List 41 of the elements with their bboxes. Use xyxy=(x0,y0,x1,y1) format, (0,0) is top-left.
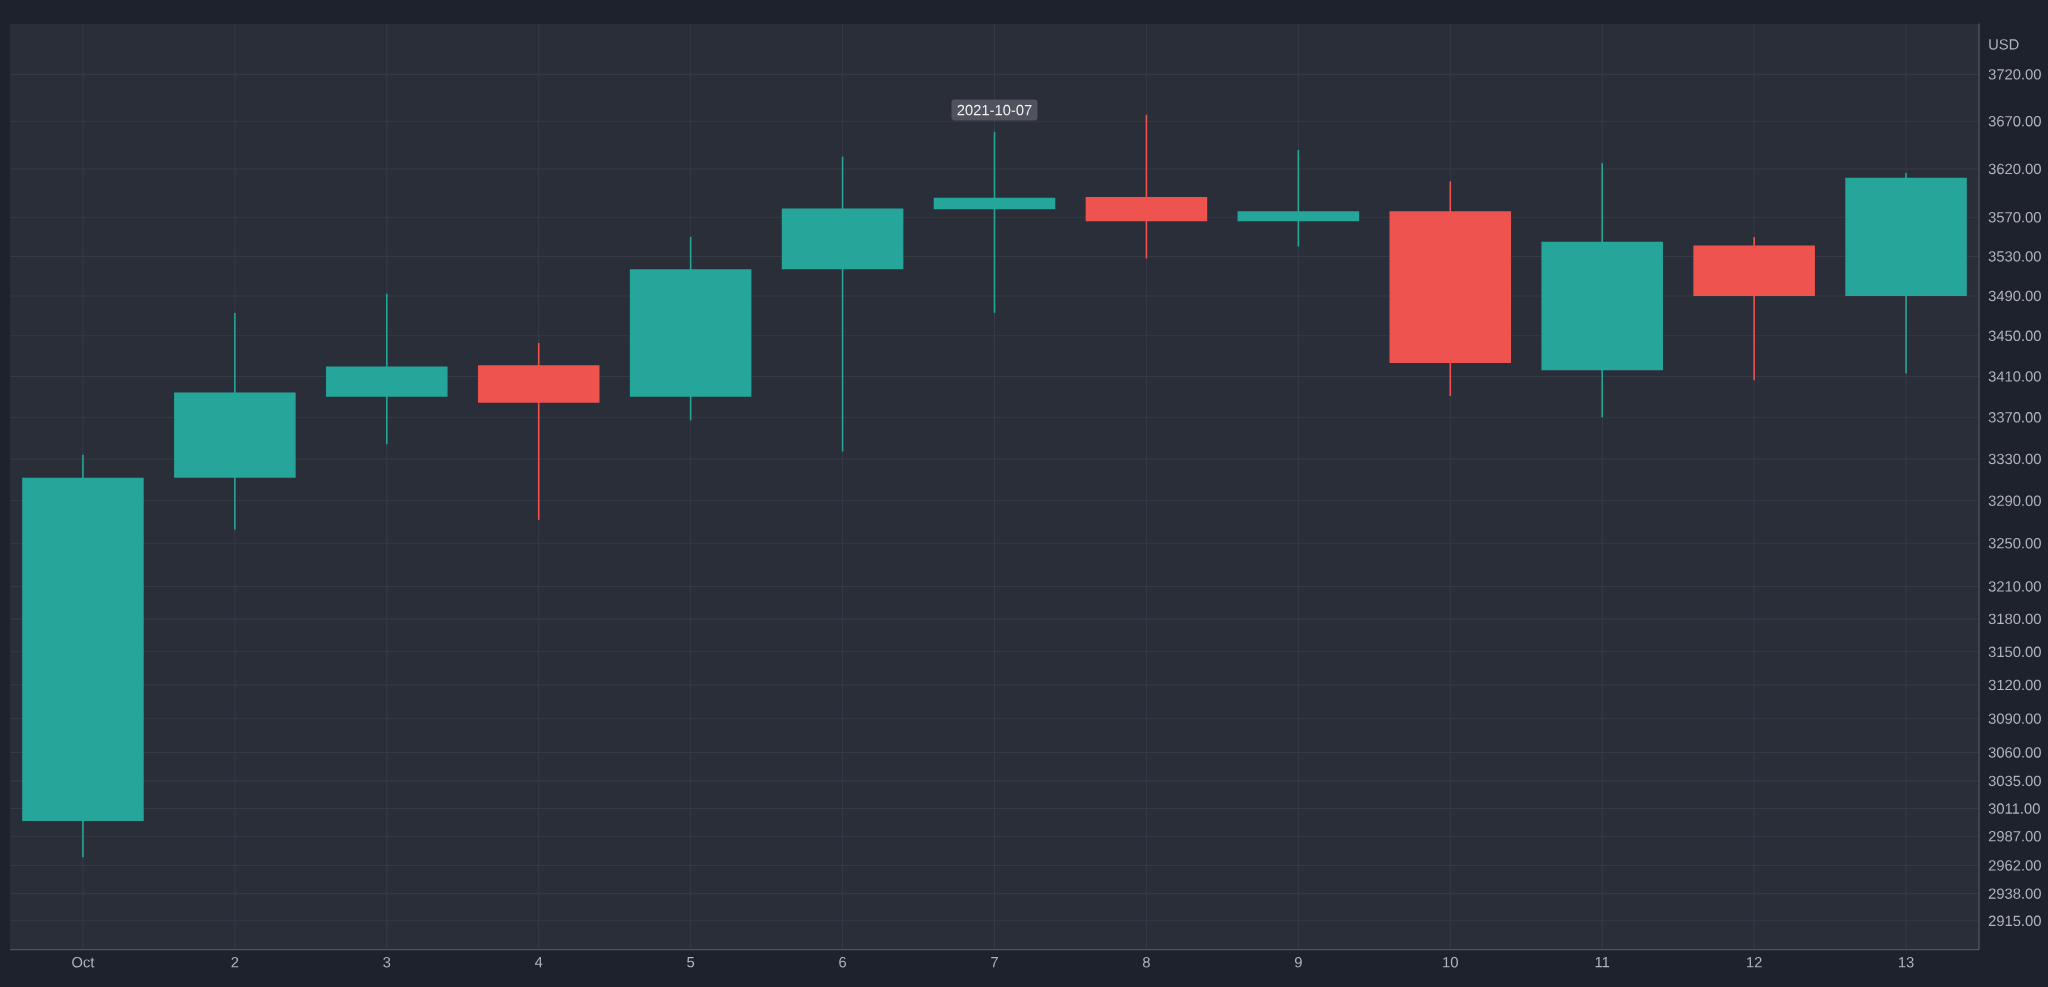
y-tick-label: 3090.00 xyxy=(1988,713,2041,724)
y-tick-label: 3150.00 xyxy=(1988,646,2041,658)
x-tick-label: 13 xyxy=(1898,957,1914,968)
x-tick-label: 10 xyxy=(1443,957,1458,968)
y-tick-label: 3720.00 xyxy=(1988,69,2041,80)
y-tick-label: 3060.00 xyxy=(1988,747,2041,758)
y-tick-label: 3410.00 xyxy=(1988,371,2041,382)
x-tick-label: 6 xyxy=(839,957,847,968)
x-tick-label: 4 xyxy=(534,957,543,968)
x-tick-label: 8 xyxy=(1142,957,1150,968)
x-tick-label: 3 xyxy=(383,957,391,968)
y-tick-label: 3670.00 xyxy=(1988,115,2041,127)
y-tick-label: 2915.00 xyxy=(1988,915,2041,927)
y-tick-label: 3180.00 xyxy=(1988,613,2041,625)
y-tick-label: 3011.00 xyxy=(1988,803,2040,814)
y-tick-label: 2987.00 xyxy=(1988,831,2041,842)
y-tick-label: 2938.00 xyxy=(1988,888,2041,899)
y-tick-label: 3370.00 xyxy=(1988,412,2041,423)
candlestick xyxy=(1237,149,1360,248)
x-tick-label: 2 xyxy=(231,957,239,968)
y-tick-label: 3250.00 xyxy=(1988,538,2041,549)
x-tick-label: 9 xyxy=(1294,957,1302,968)
y-tick-label: 3120.00 xyxy=(1988,679,2041,691)
x-tick-label: 12 xyxy=(1747,957,1762,968)
x-tick-label: Oct xyxy=(72,957,95,968)
y-tick-label: 3330.00 xyxy=(1988,453,2041,465)
x-tick-label: 5 xyxy=(687,957,695,968)
y-tick-label: 3620.00 xyxy=(1988,163,2041,175)
y-tick-label: 3570.00 xyxy=(1988,212,2041,223)
y-tick-label: 3490.00 xyxy=(1988,290,2041,302)
x-tick-label: 11 xyxy=(1595,957,1610,968)
y-tick-label: 3290.00 xyxy=(1988,495,2041,507)
candlestick xyxy=(933,131,1056,314)
y-tick-label: 3530.00 xyxy=(1988,251,2041,262)
y-tick-label: 3035.00 xyxy=(1988,775,2041,787)
annotation: 2021-10-07 xyxy=(957,104,1032,116)
y-axis-title: USD xyxy=(1989,39,2019,50)
y-tick-label: 3450.00 xyxy=(1988,330,2041,342)
y-tick-label: 2962.00 xyxy=(1988,860,2041,871)
x-tick-label: 7 xyxy=(991,957,998,968)
y-tick-label: 3210.00 xyxy=(1988,581,2041,592)
